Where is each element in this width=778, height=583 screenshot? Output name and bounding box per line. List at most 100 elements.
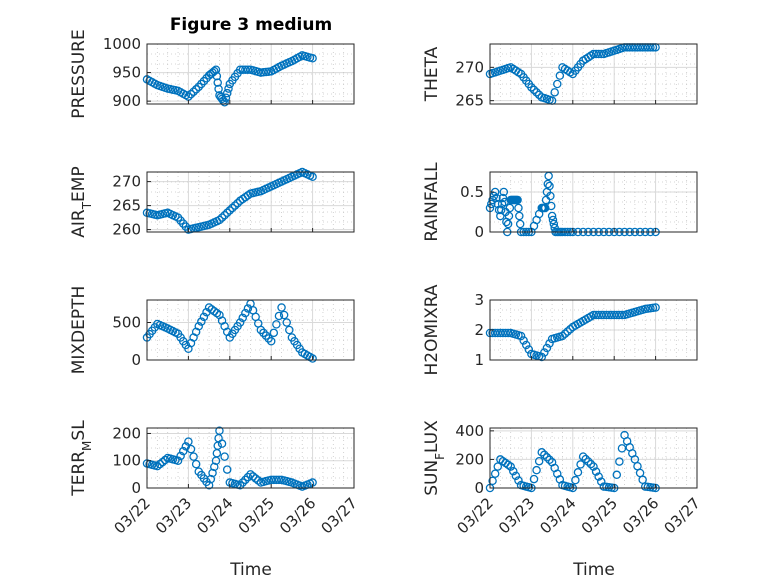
data-point-interp — [515, 211, 524, 221]
data-point — [499, 187, 509, 197]
data-point-interp — [155, 459, 165, 469]
data-point — [516, 331, 526, 341]
data-point-interp — [514, 203, 523, 213]
data-point-interp — [492, 193, 501, 203]
data-point — [194, 321, 203, 331]
data-point — [256, 325, 266, 335]
x-tick-label: 03/24 — [193, 494, 236, 537]
data-point-interp — [521, 340, 531, 350]
data-point-interp — [248, 472, 258, 481]
data-point-interp — [504, 211, 514, 221]
data-point-interp — [612, 470, 622, 480]
y-tick-label: 265 — [455, 92, 484, 110]
data-point-interp — [189, 452, 198, 461]
data-point-interp — [238, 478, 247, 487]
x-tick-label: 03/23 — [495, 494, 538, 537]
data-point-interp — [540, 348, 549, 357]
data-point-interp — [224, 84, 233, 93]
data-point — [235, 318, 245, 327]
data-point-interp — [498, 193, 508, 203]
data-point-interp — [560, 329, 570, 338]
data-point-interp — [221, 93, 231, 102]
data-point — [153, 461, 162, 471]
data-point-interp — [529, 474, 539, 484]
y-tick-label: 500 — [112, 314, 141, 332]
data-point-interp — [191, 459, 201, 469]
y-axis-label: AIRTEMP — [69, 166, 94, 237]
data-point — [184, 437, 193, 446]
y-tick-label: 0 — [131, 479, 141, 497]
data-point — [211, 65, 221, 74]
data-point — [513, 195, 522, 205]
data-point-interp — [220, 210, 229, 220]
data-point-interp — [217, 439, 227, 448]
data-point-interp — [503, 328, 513, 338]
data-point-interp — [238, 313, 247, 323]
subplot-6: 1 2 3 H2OMIXRA — [422, 284, 698, 376]
data-point-interp — [509, 466, 518, 476]
data-point-interp — [497, 199, 507, 209]
data-point — [651, 303, 660, 312]
data-point — [527, 83, 536, 92]
data-point-interp — [573, 468, 583, 477]
y-tick-label: 200 — [112, 424, 141, 442]
data-point — [204, 481, 214, 490]
data-point — [215, 426, 224, 435]
data-point-interp — [282, 318, 291, 327]
figure-title: Figure 3 medium — [170, 15, 332, 35]
data-point-interp — [243, 472, 253, 482]
data-point-interp — [228, 203, 237, 213]
data-point-interp — [279, 310, 289, 320]
data-point — [506, 462, 515, 471]
data-point-interp — [158, 457, 167, 467]
data-point-interp — [264, 334, 273, 343]
data-point-interp — [178, 446, 188, 456]
data-point-interp — [217, 213, 227, 222]
data-point — [266, 336, 276, 346]
y-tick-label: 1 — [474, 351, 484, 369]
data-point — [547, 211, 557, 221]
data-point-interp — [210, 462, 219, 472]
data-point-interp — [230, 201, 240, 210]
y-tick-label: 1000 — [103, 35, 141, 53]
data-point-interp — [542, 453, 552, 462]
data-point-interp — [576, 460, 585, 469]
y-tick-label: 0 — [131, 351, 141, 369]
data-point-interp — [591, 467, 601, 476]
axes-box — [489, 43, 698, 105]
data-point-interp — [212, 71, 222, 81]
data-point-interp — [586, 459, 596, 469]
x-tick-label: 03/25 — [578, 494, 621, 537]
data-point-interp — [233, 198, 242, 208]
y-axis-label: RAINFALL — [422, 162, 442, 242]
data-point-interp — [222, 88, 232, 98]
data-point-interp — [210, 66, 219, 76]
y-axis-label: TERRMSL — [69, 420, 94, 497]
data-point-interp — [594, 472, 603, 481]
data-point-interp — [189, 87, 198, 96]
subplot-4: 0 0.5 RAINFALL — [422, 162, 698, 242]
x-tick-label: 03/26 — [619, 494, 662, 537]
y-tick-label: 3 — [474, 291, 484, 309]
axes-box — [489, 171, 698, 233]
data-point-interp — [274, 475, 284, 485]
y-tick-label: 900 — [112, 92, 141, 110]
data-point — [558, 331, 567, 341]
x-tick-label: 03/27 — [661, 494, 704, 537]
data-point-interp — [243, 304, 253, 313]
data-point-interp — [597, 49, 606, 59]
x-tick-label: 03/22 — [111, 494, 154, 537]
data-point-interp — [285, 325, 294, 335]
data-point — [308, 354, 317, 363]
y-tick-label: 100 — [112, 452, 141, 470]
y-tick-label: 260 — [112, 221, 141, 239]
data-point-interp — [493, 462, 503, 471]
y-tick-label: 270 — [455, 58, 484, 76]
data-point — [537, 448, 547, 457]
subplot-5: 0 500 MIXDEPTH — [69, 286, 355, 374]
data-point-interp — [269, 328, 279, 338]
data-point-interp — [251, 474, 260, 483]
data-point-interp — [546, 191, 555, 201]
